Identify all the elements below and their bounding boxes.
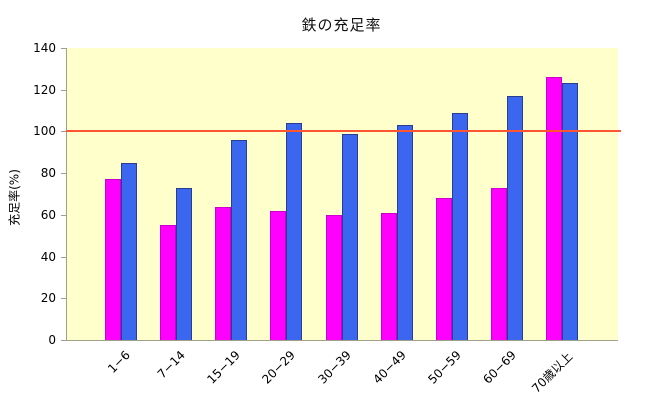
y-tick-mark xyxy=(61,256,66,258)
y-tick-mark xyxy=(61,214,66,216)
bar-magenta-70歳以上 xyxy=(545,77,562,340)
bar-blue-30−39 xyxy=(341,133,358,340)
y-tick-label: 120 xyxy=(33,82,56,97)
y-tick-label: 60 xyxy=(40,207,56,222)
bar-magenta-1−6 xyxy=(105,179,122,340)
y-tick-label: 80 xyxy=(40,166,56,181)
bar-blue-40−49 xyxy=(396,125,413,340)
reference-line-100 xyxy=(66,130,621,133)
y-tick-mark xyxy=(61,173,66,175)
bar-magenta-20−29 xyxy=(270,210,287,340)
x-tick-label: 1−6 xyxy=(105,348,133,376)
bar-blue-60−69 xyxy=(506,95,523,340)
bar-blue-50−59 xyxy=(451,112,468,340)
bar-blue-20−29 xyxy=(286,123,303,340)
y-tick-mark xyxy=(61,89,66,91)
y-tick-label: 0 xyxy=(48,333,56,347)
y-tick-label: 40 xyxy=(40,249,56,264)
bar-magenta-60−69 xyxy=(490,187,507,340)
chart-title: 鉄の充足率 xyxy=(301,16,382,34)
bar-blue-15−19 xyxy=(231,139,248,340)
y-tick-mark xyxy=(61,298,66,300)
y-tick-mark xyxy=(61,131,66,133)
bar-blue-1−6 xyxy=(121,162,138,340)
bar-blue-7−14 xyxy=(176,187,193,340)
bar-magenta-50−59 xyxy=(435,198,452,340)
bar-blue-70歳以上 xyxy=(561,83,578,340)
y-tick-mark xyxy=(61,48,66,49)
y-tick-label: 100 xyxy=(33,124,56,139)
bar-magenta-15−19 xyxy=(215,206,232,340)
bar-magenta-7−14 xyxy=(160,225,177,340)
y-axis-title: 充足率(%) xyxy=(7,169,22,226)
y-tick-label: 20 xyxy=(40,291,56,306)
y-tick-label: 140 xyxy=(33,41,56,55)
bar-magenta-40−49 xyxy=(380,212,397,340)
y-tick-mark xyxy=(61,340,66,341)
bar-magenta-30−39 xyxy=(325,214,342,340)
